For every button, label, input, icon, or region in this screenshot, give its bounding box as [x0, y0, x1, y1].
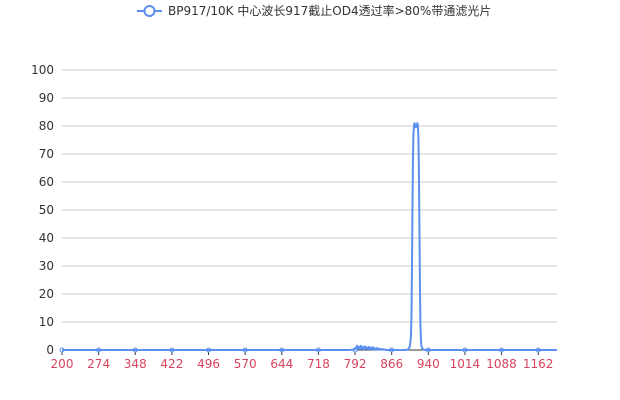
- x-tick-label: 274: [87, 357, 110, 371]
- x-tick-label: 644: [270, 357, 293, 371]
- x-tick-label: 866: [380, 357, 403, 371]
- x-tick-label: 496: [197, 357, 220, 371]
- y-tick-label: 90: [39, 91, 54, 105]
- y-axis: 0 10 20 30 40 50 60 70 80 90 100: [31, 63, 54, 357]
- x-tick-label: 1014: [450, 357, 481, 371]
- x-tick-label: 792: [344, 357, 367, 371]
- x-axis: 200 274 348 422 496 570 644 718 792 866 940 1014 108…: [51, 347, 554, 371]
- legend-label: BP917/10K 中心波长917截止OD4透过率>80%带通滤光片: [168, 3, 491, 18]
- legend-marker-swatch: [143, 5, 156, 17]
- x-tick-label: 1162: [523, 357, 554, 371]
- x-tick-label: 1088: [486, 357, 517, 371]
- x-tick-label: 570: [234, 357, 257, 371]
- grid: [62, 69, 557, 323]
- x-tick-label: 718: [307, 357, 330, 371]
- series-line: [62, 122, 557, 351]
- x-tick-label: 348: [124, 357, 147, 371]
- y-tick-label: 20: [39, 287, 54, 301]
- y-tick-label: 40: [39, 231, 54, 245]
- y-tick-label: 10: [39, 315, 54, 329]
- y-tick-label: 50: [39, 203, 54, 217]
- y-tick-label: 30: [39, 259, 54, 273]
- y-tick-label: 70: [39, 147, 54, 161]
- y-tick-label: 80: [39, 119, 54, 133]
- x-tick-label: 422: [160, 357, 183, 371]
- y-tick-label: 60: [39, 175, 54, 189]
- x-tick-label: 200: [51, 357, 74, 371]
- x-tick-label: 940: [417, 357, 440, 371]
- legend[interactable]: BP917/10K 中心波长917截止OD4透过率>80%带通滤光片: [137, 3, 491, 18]
- y-tick-label: 100: [31, 63, 54, 77]
- y-tick-label: 0: [46, 343, 54, 357]
